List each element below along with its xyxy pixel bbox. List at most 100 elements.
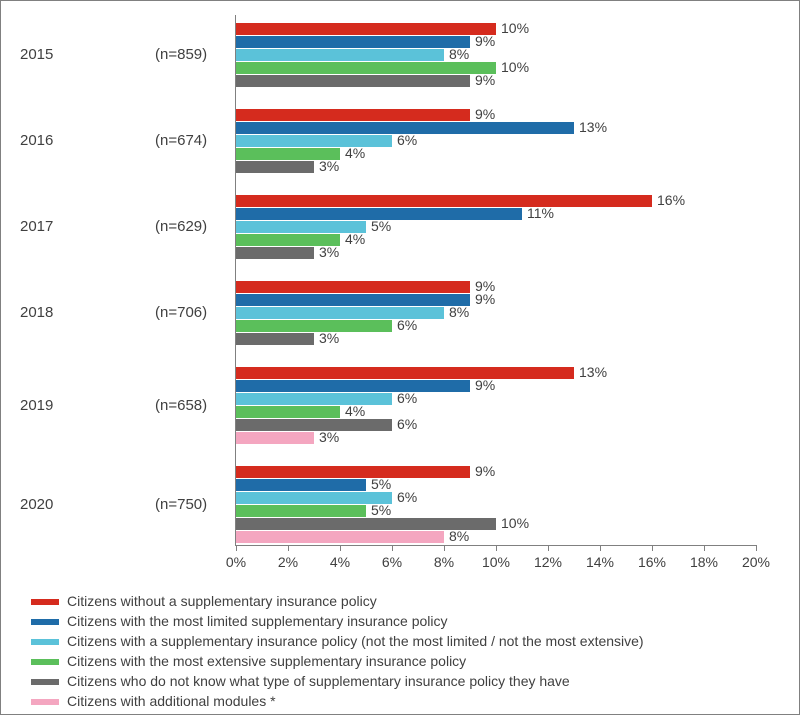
n-label: (n=706) [155,304,235,321]
bar-dont_know [236,333,314,345]
bar-value-label: 8% [449,306,469,318]
bar-value-label: 3% [319,431,339,443]
bar-no_supp [236,195,652,207]
bar-value-label: 10% [501,22,529,34]
bar-value-label: 6% [397,134,417,146]
bar-dont_know [236,247,314,259]
x-tick [496,545,497,551]
legend-label: Citizens who do not know what type of su… [67,673,779,689]
legend-swatch [31,679,59,685]
bar-add_modules [236,432,314,444]
bar-value-label: 4% [345,233,365,245]
bar-value-label: 6% [397,491,417,503]
bar-mid [236,393,392,405]
x-tick-label: 0% [226,554,246,570]
x-tick [340,545,341,551]
bar-most_extensive [236,505,366,517]
legend-item: Citizens with the most limited supplemen… [31,613,779,629]
bar-value-label: 9% [475,74,495,86]
x-tick [392,545,393,551]
bar-most_limited [236,36,470,48]
bar-value-label: 3% [319,332,339,344]
n-label: (n=750) [155,496,235,513]
year-label: 2018 [15,304,115,321]
legend-item: Citizens with the most extensive supplem… [31,653,779,669]
bar-value-label: 6% [397,319,417,331]
x-tick [600,545,601,551]
x-tick-label: 6% [382,554,402,570]
bar-value-label: 4% [345,405,365,417]
bar-value-label: 10% [501,61,529,73]
x-tick [288,545,289,551]
year-label: 2016 [15,132,115,149]
bar-most_extensive [236,320,392,332]
year-label: 2015 [15,46,115,63]
x-tick [548,545,549,551]
bar-value-label: 5% [371,504,391,516]
bar-mid [236,135,392,147]
bar-value-label: 3% [319,246,339,258]
bar-most_extensive [236,62,496,74]
legend-swatch [31,619,59,625]
legend-label: Citizens without a supplementary insuran… [67,593,779,609]
bar-value-label: 8% [449,530,469,542]
bar-value-label: 9% [475,35,495,47]
x-tick [236,545,237,551]
bar-no_supp [236,466,470,478]
bar-value-label: 11% [527,207,554,219]
chart-area: 0%2%4%6%8%10%12%14%16%18%20%10%9%8%10%9%… [15,15,787,575]
legend-label: Citizens with the most limited supplemen… [67,613,779,629]
legend: Citizens without a supplementary insuran… [31,593,779,713]
bar-value-label: 5% [371,478,391,490]
n-label: (n=658) [155,397,235,414]
bar-value-label: 9% [475,465,495,477]
legend-item: Citizens without a supplementary insuran… [31,593,779,609]
bar-dont_know [236,419,392,431]
bar-value-label: 9% [475,108,495,120]
x-tick-label: 12% [534,554,562,570]
bar-dont_know [236,75,470,87]
x-tick-label: 2% [278,554,298,570]
bar-mid [236,492,392,504]
x-tick [444,545,445,551]
legend-swatch [31,639,59,645]
bar-value-label: 3% [319,160,339,172]
bar-most_limited [236,479,366,491]
bar-no_supp [236,367,574,379]
legend-swatch [31,659,59,665]
bar-value-label: 8% [449,48,469,60]
bar-value-label: 9% [475,379,495,391]
legend-label: Citizens with a supplementary insurance … [67,633,779,649]
bar-value-label: 13% [579,121,607,133]
year-label: 2020 [15,496,115,513]
bar-most_extensive [236,406,340,418]
n-label: (n=674) [155,132,235,149]
bar-most_limited [236,380,470,392]
bar-value-label: 4% [345,147,365,159]
legend-swatch [31,599,59,605]
x-tick [704,545,705,551]
n-label: (n=859) [155,46,235,63]
x-tick [652,545,653,551]
chart-frame: 0%2%4%6%8%10%12%14%16%18%20%10%9%8%10%9%… [0,0,800,715]
bar-no_supp [236,109,470,121]
bar-no_supp [236,281,470,293]
plot-area: 0%2%4%6%8%10%12%14%16%18%20%10%9%8%10%9%… [235,15,756,546]
bar-value-label: 5% [371,220,391,232]
bar-value-label: 9% [475,293,495,305]
bar-add_modules [236,531,444,543]
bar-value-label: 6% [397,418,417,430]
n-label: (n=629) [155,218,235,235]
x-tick-label: 4% [330,554,350,570]
legend-swatch [31,699,59,705]
x-tick-label: 14% [586,554,614,570]
x-tick [756,545,757,551]
year-label: 2019 [15,397,115,414]
x-tick-label: 18% [690,554,718,570]
x-tick-label: 8% [434,554,454,570]
bar-value-label: 10% [501,517,529,529]
bar-dont_know [236,161,314,173]
bar-mid [236,49,444,61]
bar-no_supp [236,23,496,35]
bar-value-label: 13% [579,366,607,378]
